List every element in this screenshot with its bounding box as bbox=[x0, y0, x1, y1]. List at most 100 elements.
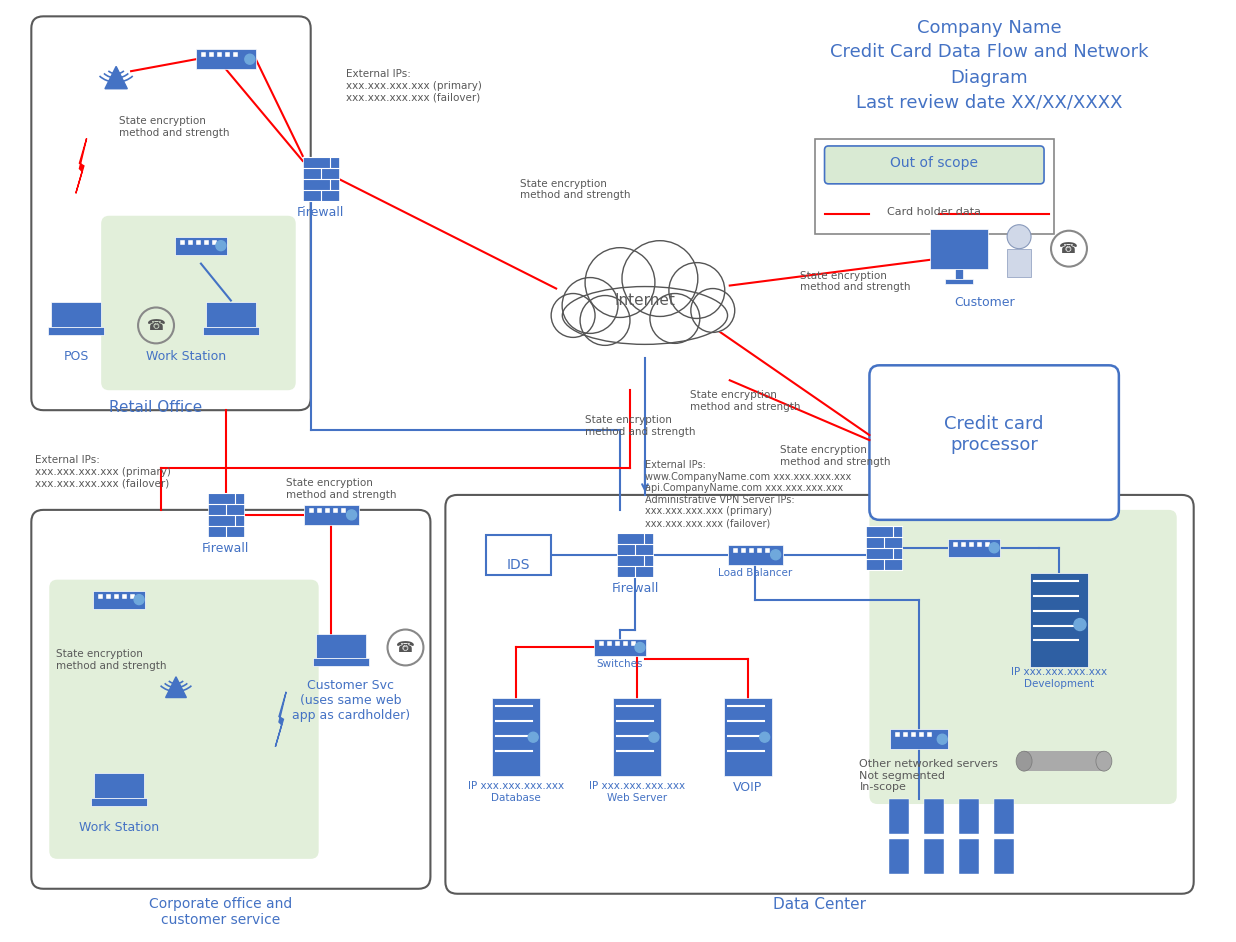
Bar bbox=[959, 839, 979, 874]
Bar bbox=[948, 539, 1000, 557]
Text: Load Balancer: Load Balancer bbox=[718, 568, 792, 577]
Circle shape bbox=[1007, 225, 1031, 249]
Bar bbox=[204, 239, 209, 245]
Text: Work Station: Work Station bbox=[146, 350, 226, 364]
Circle shape bbox=[133, 594, 145, 605]
Bar bbox=[866, 526, 902, 570]
Text: Corporate office and
customer service: Corporate office and customer service bbox=[150, 897, 293, 927]
Bar bbox=[313, 658, 368, 666]
Bar bbox=[969, 542, 974, 546]
Bar bbox=[316, 508, 321, 512]
Circle shape bbox=[346, 510, 357, 520]
Circle shape bbox=[771, 550, 781, 560]
Circle shape bbox=[669, 263, 724, 318]
Bar bbox=[91, 798, 147, 806]
Bar bbox=[978, 542, 983, 546]
Bar bbox=[890, 839, 910, 874]
Text: Firewall: Firewall bbox=[612, 581, 659, 594]
Circle shape bbox=[635, 642, 645, 653]
Bar bbox=[341, 508, 346, 512]
Bar bbox=[486, 535, 551, 575]
Polygon shape bbox=[75, 138, 87, 193]
Text: Customer Svc
(uses same web
app as cardholder): Customer Svc (uses same web app as cardh… bbox=[292, 679, 409, 723]
Bar bbox=[197, 239, 201, 245]
Bar bbox=[925, 799, 944, 834]
Circle shape bbox=[562, 278, 618, 333]
Bar bbox=[728, 544, 782, 564]
Ellipse shape bbox=[562, 286, 728, 345]
Text: State encryption
method and strength: State encryption method and strength bbox=[690, 390, 801, 412]
Text: External IPs:
xxx.xxx.xxx.xxx (primary)
xxx.xxx.xxx.xxx (failover): External IPs: xxx.xxx.xxx.xxx (primary) … bbox=[36, 455, 172, 488]
Bar bbox=[953, 542, 958, 546]
Bar bbox=[595, 639, 646, 657]
Circle shape bbox=[551, 294, 595, 337]
Bar bbox=[749, 547, 754, 553]
Bar bbox=[733, 547, 738, 553]
Bar bbox=[890, 729, 948, 749]
Bar bbox=[890, 799, 910, 834]
Bar bbox=[216, 52, 222, 57]
Circle shape bbox=[622, 241, 698, 317]
Bar bbox=[994, 839, 1014, 874]
Bar bbox=[180, 239, 185, 245]
Text: Firewall: Firewall bbox=[203, 542, 250, 555]
Bar bbox=[51, 302, 101, 327]
Text: State encryption
method and strength: State encryption method and strength bbox=[780, 445, 890, 466]
Bar bbox=[931, 229, 988, 268]
Circle shape bbox=[937, 734, 947, 744]
Bar bbox=[599, 642, 604, 646]
Bar bbox=[225, 52, 230, 57]
Text: IP xxx.xxx.xxx.xxx
Development: IP xxx.xxx.xxx.xxx Development bbox=[1011, 668, 1107, 689]
Bar bbox=[211, 239, 216, 245]
Text: Retail Office: Retail Office bbox=[110, 400, 203, 415]
Bar bbox=[106, 593, 111, 598]
Bar bbox=[756, 547, 761, 553]
Bar bbox=[724, 698, 771, 776]
Bar bbox=[959, 799, 979, 834]
Bar bbox=[332, 508, 337, 512]
Bar bbox=[920, 732, 925, 738]
Circle shape bbox=[691, 288, 734, 333]
Bar bbox=[1025, 751, 1104, 771]
Text: Credit card
processor: Credit card processor bbox=[944, 415, 1044, 454]
FancyBboxPatch shape bbox=[31, 16, 310, 410]
Bar bbox=[203, 327, 258, 335]
Text: State encryption
method and strength: State encryption method and strength bbox=[119, 116, 230, 138]
Bar bbox=[911, 732, 916, 738]
Bar bbox=[188, 239, 193, 245]
Text: External IPs:
xxx.xxx.xxx.xxx (primary)
xxx.xxx.xxx.xxx (failover): External IPs: xxx.xxx.xxx.xxx (primary) … bbox=[346, 69, 482, 103]
Bar bbox=[607, 642, 612, 646]
Bar bbox=[492, 698, 540, 776]
Text: State encryption
method and strength: State encryption method and strength bbox=[585, 415, 696, 437]
Bar bbox=[130, 593, 135, 598]
Bar bbox=[309, 508, 314, 512]
FancyBboxPatch shape bbox=[869, 365, 1119, 520]
Polygon shape bbox=[276, 691, 287, 747]
Text: Credit Card Data Flow and Network: Credit Card Data Flow and Network bbox=[829, 43, 1148, 61]
Bar bbox=[815, 139, 1054, 234]
Bar bbox=[197, 49, 256, 69]
Text: Work Station: Work Station bbox=[79, 821, 159, 834]
Bar bbox=[955, 268, 963, 279]
Text: State encryption
method and strength: State encryption method and strength bbox=[800, 270, 910, 292]
Bar bbox=[114, 593, 119, 598]
Polygon shape bbox=[105, 66, 127, 89]
Text: Diagram: Diagram bbox=[950, 69, 1028, 88]
Text: Internet: Internet bbox=[614, 293, 675, 308]
Ellipse shape bbox=[1096, 751, 1112, 771]
Text: ☎: ☎ bbox=[396, 640, 415, 655]
Text: VOIP: VOIP bbox=[733, 781, 763, 794]
Text: POS: POS bbox=[63, 350, 89, 364]
Text: IP xxx.xxx.xxx.xxx
Database: IP xxx.xxx.xxx.xxx Database bbox=[468, 781, 565, 803]
Text: Firewall: Firewall bbox=[297, 205, 345, 219]
Text: Switches: Switches bbox=[597, 659, 643, 670]
Text: Customer: Customer bbox=[954, 296, 1015, 309]
Bar bbox=[613, 698, 661, 776]
Bar bbox=[904, 732, 908, 738]
Bar bbox=[176, 236, 227, 254]
Bar bbox=[201, 52, 206, 57]
FancyBboxPatch shape bbox=[445, 495, 1194, 894]
Text: State encryption
method and strength: State encryption method and strength bbox=[57, 649, 167, 671]
Bar bbox=[765, 547, 770, 553]
Bar bbox=[895, 732, 900, 738]
